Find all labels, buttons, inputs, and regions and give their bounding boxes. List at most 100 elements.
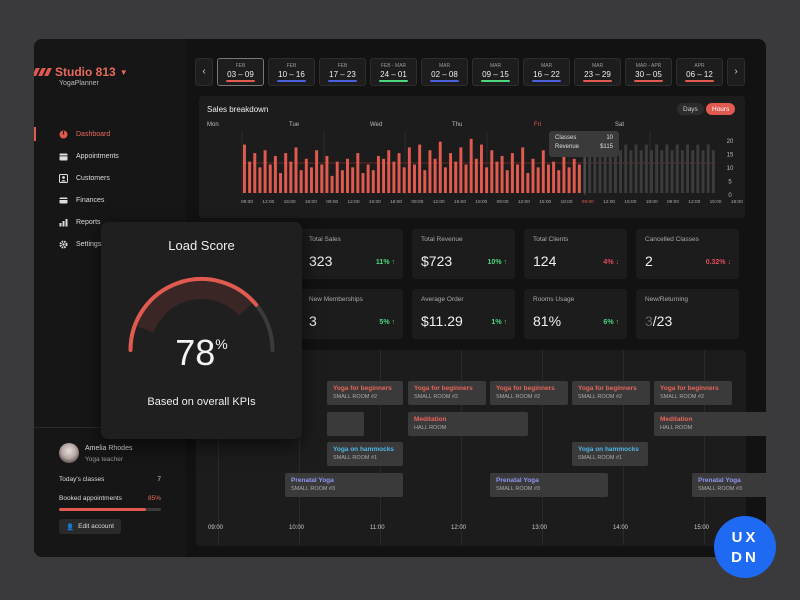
schedule-event-partial[interactable]: [327, 412, 364, 436]
sales-bar: [418, 144, 422, 193]
kpi-card[interactable]: Total Sales 323 11% ↑: [300, 229, 403, 279]
kpi-card[interactable]: Average Order $11.29 1% ↑: [412, 289, 515, 339]
schedule-gridline: [542, 350, 543, 545]
sidebar-item-settings[interactable]: Settings: [34, 233, 186, 255]
kpi-delta-value: 5%: [379, 319, 390, 326]
x-tick-label: 18:00: [560, 199, 572, 205]
kpi-card[interactable]: Cancelled Classes 2 0.32% ↓: [636, 229, 739, 279]
load-score-card: Load Score 78% Based on overall KPIs: [101, 222, 302, 439]
x-tick-label: 12:00: [518, 199, 530, 205]
schedule-event[interactable]: Meditation HALL ROOM: [654, 412, 766, 436]
edit-account-button[interactable]: 👤 Edit account: [59, 519, 121, 534]
load-score-title: Load Score: [168, 238, 235, 253]
sales-bar: [557, 170, 561, 193]
sales-bar: [454, 161, 458, 193]
week-chip[interactable]: MAR 16 – 22: [523, 57, 570, 86]
next-week-button[interactable]: ›: [727, 57, 745, 86]
sales-breakdown-title: Sales breakdown: [207, 105, 269, 114]
prev-week-button[interactable]: ‹: [195, 57, 213, 86]
chevron-left-icon: ‹: [202, 66, 206, 77]
week-chip-indicator: [634, 79, 663, 82]
kpi-delta: 1% ↑: [491, 319, 507, 326]
booked-appointments-row: Booked appointments 85%: [59, 495, 161, 502]
sales-bar: [469, 138, 473, 193]
week-chip-month: MAR: [438, 62, 451, 69]
week-chip[interactable]: MAR - APR 30 – 05: [625, 57, 672, 86]
sidebar-item-finances[interactable]: Finances: [34, 189, 186, 211]
schedule-event[interactable]: Yoga for beginners SMALL ROOM #2: [572, 381, 650, 405]
week-chip-month: MAR: [540, 62, 553, 69]
sales-bar: [438, 141, 442, 193]
kpi-card[interactable]: New/Returning 3/23: [636, 289, 739, 339]
booked-progress-bar: [59, 508, 161, 511]
arrow-up-icon: ↑: [391, 319, 396, 326]
schedule-event[interactable]: Prenatal Yoga SMALL ROOM #3: [692, 473, 766, 497]
sales-bar: [562, 155, 566, 193]
sales-bar: [330, 175, 334, 193]
week-chip-range: 17 – 23: [329, 69, 356, 79]
event-title: Yoga for beginners: [660, 385, 719, 392]
schedule-event[interactable]: Prenatal Yoga SMALL ROOM #3: [285, 473, 403, 497]
schedule-event[interactable]: Yoga for beginners SMALL ROOM #2: [654, 381, 732, 405]
sidebar-item-appointments[interactable]: Appointments: [34, 145, 186, 167]
day-label-mon: Mon: [207, 122, 219, 128]
sales-bar-empty: [711, 150, 715, 193]
sales-bar: [485, 167, 489, 193]
sales-bar-empty: [624, 144, 628, 193]
week-chip[interactable]: FEB 03 – 09: [217, 57, 264, 86]
kpi-card[interactable]: Total Revenue $723 10% ↑: [412, 229, 515, 279]
gear-icon: [59, 240, 68, 249]
x-tick-label: 09:00: [411, 199, 423, 205]
sales-bar-empty: [593, 144, 597, 193]
sales-bar: [552, 161, 556, 193]
kpi-delta-value: 0.32%: [705, 259, 726, 266]
schedule-event[interactable]: Prenatal Yoga SMALL ROOM #3: [490, 473, 608, 497]
brand-switcher[interactable]: Studio 813 ▼: [34, 65, 128, 79]
event-room: SMALL ROOM #1: [578, 455, 623, 461]
sales-bar: [284, 153, 288, 193]
sales-bar: [541, 150, 545, 193]
sales-bar: [510, 153, 514, 193]
week-chip-range: 06 – 12: [686, 69, 713, 79]
tooltip-revenue-value: $115: [600, 144, 613, 150]
schedule-event[interactable]: Meditation HALL ROOM: [408, 412, 528, 436]
week-chip[interactable]: MAR 23 – 29: [574, 57, 621, 86]
toggle-hours-button[interactable]: Hours: [706, 103, 736, 115]
kpi-delta-value: 10%: [487, 259, 502, 266]
week-chip[interactable]: MAR 02 – 08: [421, 57, 468, 86]
sidebar-item-dashboard[interactable]: Dashboard: [34, 123, 186, 145]
schedule-event[interactable]: Yoga for beginners SMALL ROOM #2: [408, 381, 486, 405]
week-chip[interactable]: FEB - MAR 24 – 01: [370, 57, 417, 86]
kpi-value: $723: [421, 253, 452, 269]
week-chip[interactable]: APR 06 – 12: [676, 57, 723, 86]
schedule-gridline: [218, 350, 219, 545]
kpi-label: New/Returning: [645, 296, 688, 303]
kpi-delta-value: 11%: [375, 259, 390, 266]
schedule-event[interactable]: Yoga for beginners SMALL ROOM #2: [327, 381, 403, 405]
sales-bar: [490, 150, 494, 193]
sales-bar: [361, 173, 365, 193]
kpi-card[interactable]: Total Clients 124 4% ↓: [524, 229, 627, 279]
booked-progress-fill: [59, 508, 146, 511]
toggle-days-button[interactable]: Days: [677, 103, 704, 115]
week-chip[interactable]: FEB 10 – 16: [268, 57, 315, 86]
kpi-value-dim: 3: [645, 313, 653, 329]
badge-line-1: UX: [731, 529, 759, 546]
kpi-card[interactable]: Rooms Usage 81% 6% ↑: [524, 289, 627, 339]
week-chip[interactable]: MAR 09 – 15: [472, 57, 519, 86]
sidebar-item-label: Finances: [76, 196, 105, 204]
sales-bar: [335, 161, 339, 193]
sales-bar-chart[interactable]: 20 15 10 5 0 09:00 12:00 15:00 18:00 09:00 12:00 15…: [199, 96, 745, 218]
schedule-event[interactable]: Yoga on hammocks SMALL ROOM #1: [572, 442, 648, 466]
schedule-time-label: 12:00: [451, 525, 467, 531]
week-chip[interactable]: FEB 17 – 23: [319, 57, 366, 86]
booked-appointments-label: Booked appointments: [59, 495, 122, 502]
kpi-card[interactable]: New Memberships 3 5% ↑: [300, 289, 403, 339]
avatar[interactable]: [59, 443, 79, 463]
sidebar-item-reports[interactable]: Reports: [34, 211, 186, 233]
event-room: SMALL ROOM #2: [333, 394, 378, 400]
schedule-event[interactable]: Yoga on hammocks SMALL ROOM #1: [327, 442, 403, 466]
sales-bar: [433, 158, 437, 193]
sidebar-item-customers[interactable]: Customers: [34, 167, 186, 189]
schedule-event[interactable]: Yoga for beginners SMALL ROOM #2: [490, 381, 568, 405]
